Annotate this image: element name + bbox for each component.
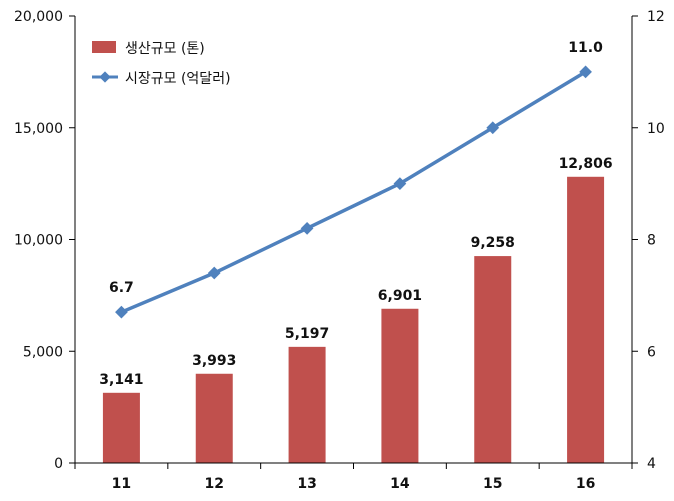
bar-label-11: 3,141: [99, 372, 143, 388]
bar-label-16: 12,806: [559, 156, 613, 172]
line-point-11: [115, 305, 128, 319]
x-tick-label: 14: [390, 476, 410, 492]
x-tick-label: 15: [483, 476, 502, 492]
y-left-tick-label: 20,000: [14, 9, 63, 25]
line-path: [120, 70, 587, 314]
bar-label-15: 9,258: [471, 235, 515, 251]
axes: 0 5,000 10,000 15,000 20,000 4 6 8 10 12 11 12 13 14 1…: [14, 9, 665, 492]
line-data-labels: 6.7 11.0: [109, 40, 603, 296]
y-right-tick-label: 8: [647, 233, 656, 249]
y-left-tick-label: 15,000: [14, 121, 63, 137]
line-series: [115, 65, 592, 319]
bar-14: [381, 308, 419, 463]
line-point-15: [486, 121, 500, 135]
x-tick-label: 13: [297, 476, 316, 492]
legend-swatch-bar: [92, 41, 116, 53]
bar-data-labels: 3,141 3,993 5,197 6,901 9,258 12,806: [99, 156, 612, 388]
line-point-12: [207, 266, 221, 280]
x-tick-label: 11: [112, 476, 131, 492]
line-label-11: 6.7: [109, 280, 134, 296]
y-right-tick-label: 12: [647, 9, 665, 25]
y-right-tick-label: 6: [647, 344, 656, 360]
legend-label-bar: 생산규모 (톤): [125, 41, 205, 57]
y-right-tick-label: 10: [647, 121, 665, 137]
bar-11: [102, 392, 140, 463]
legend: 생산규모 (톤) 시장규모 (억달러): [92, 41, 231, 87]
bar-12: [195, 373, 233, 463]
bar-13: [288, 346, 326, 463]
line-point-13: [300, 221, 314, 235]
bar-label-12: 3,993: [192, 353, 236, 369]
bar-label-13: 5,197: [285, 326, 329, 342]
legend-label-line: 시장규모 (억달러): [125, 71, 231, 87]
y-left-tick-label: 10,000: [14, 233, 63, 249]
x-tick-label: 12: [205, 476, 224, 492]
y-left-tick-label: 0: [54, 456, 63, 472]
legend-swatch-marker: [99, 71, 111, 83]
bar-15: [474, 256, 512, 463]
line-point-14: [393, 177, 407, 190]
bar-16: [567, 176, 605, 464]
bar-series: [102, 176, 605, 464]
bar-label-14: 6,901: [378, 288, 422, 304]
x-tick-label: 16: [576, 476, 595, 492]
line-label-16: 11.0: [568, 40, 603, 56]
y-right-tick-label: 4: [647, 456, 656, 472]
y-left-tick-label: 5,000: [23, 344, 63, 360]
